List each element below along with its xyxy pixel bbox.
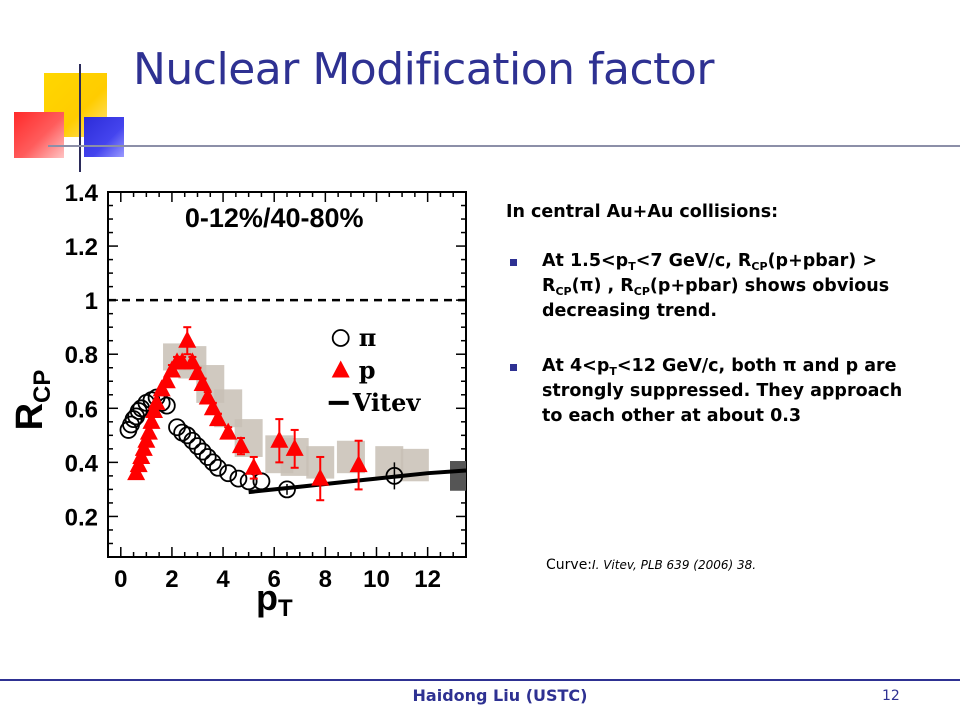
pion-data-point	[188, 437, 207, 456]
bullet2-text-a: At 4<p	[542, 356, 610, 376]
normalization-uncertainty-box	[450, 461, 466, 491]
pion-data-point	[193, 442, 212, 461]
pion-data-point	[385, 466, 404, 485]
curve-reference: Curve:I. Vitev, PLB 639 (2006) 38.	[546, 557, 756, 573]
pion-data-point	[198, 448, 217, 466]
bullet2-sub-a: T	[609, 365, 617, 378]
vitev-curve	[248, 468, 467, 495]
x-tick-label: 12	[414, 566, 441, 593]
curve-label: Curve:	[546, 557, 593, 573]
slide-title: Nuclear Modification factor	[133, 44, 714, 95]
y-tick-label: 1	[85, 288, 98, 315]
text-panel: In central Au+Au collisions: At 1.5<pT<7…	[506, 200, 916, 459]
centrality-annotation: 0-12%/40-80%	[185, 203, 364, 233]
x-tick-label: 2	[165, 566, 178, 593]
x-tick-label: 10	[363, 566, 390, 593]
bullet-item-1: At 1.5<pT<7 GeV/c, RCP(p+pbar) > RCP(π) …	[506, 249, 916, 324]
page-number: 12	[882, 688, 900, 704]
bullet1-text-a: At 1.5<p	[542, 251, 629, 271]
proton-data-point	[147, 392, 166, 410]
proton-data-point	[139, 422, 158, 440]
y-tick-label: 1.4	[65, 180, 99, 207]
proton-data-point	[208, 409, 227, 427]
proton-data-point	[285, 438, 304, 456]
pion-data-point	[278, 480, 296, 499]
legend-proton-label: p	[359, 355, 376, 384]
square-bullet-icon	[510, 364, 517, 371]
y-tick-label: 1.2	[65, 234, 98, 261]
decor-blue-square	[84, 117, 124, 157]
x-tick-label: 0	[114, 566, 127, 593]
footer-rule	[0, 679, 960, 681]
proton-data-point	[193, 373, 212, 391]
y-tick-label: 0.8	[65, 342, 98, 369]
rcp-chart: 0.20.40.60.811.21.40 2 4 6 8 10 12RCPpT0-12%/4…	[9, 180, 467, 620]
proton-data-point	[349, 455, 368, 473]
proton-data-point	[270, 430, 289, 448]
x-tick-label: 4	[216, 566, 230, 593]
curve-citation: I. Vitev, PLB 639 (2006) 38.	[592, 558, 757, 572]
x-tick-label: 8	[319, 566, 332, 593]
x-axis-title: pT	[256, 577, 293, 620]
pion-data-point	[183, 431, 202, 450]
decor-horizontal-line	[48, 145, 960, 147]
plot-frame	[107, 191, 467, 558]
legend-curve-label: Vitev	[352, 388, 422, 417]
bullet1-text-e: (p+pbar) shows obvious decreasing trend.	[542, 276, 890, 321]
proton-data-point	[244, 457, 263, 475]
proton-data-point	[142, 411, 161, 429]
bullet2-text-b: <12 GeV/c, both π and p are strongly sup…	[542, 356, 903, 426]
pion-data-point	[203, 453, 222, 472]
y-axis-title-sub: CP	[29, 370, 56, 403]
proton-data-point	[178, 330, 197, 348]
systematic-error-band	[375, 446, 404, 479]
bullet1-text-d: (π) , R	[571, 276, 634, 296]
y-tick-label: 0.2	[65, 504, 98, 531]
legend-pion-marker	[331, 329, 350, 347]
proton-data-point	[311, 468, 330, 486]
footer-author: Haidong Liu (USTC)	[412, 686, 588, 705]
pion-data-point	[178, 426, 197, 445]
bullet1-text-c: (p+pbar) > R	[542, 251, 877, 296]
y-tick-label: 0.6	[65, 396, 98, 423]
square-bullet-icon	[510, 259, 517, 266]
bullet1-sub-a: T	[628, 260, 636, 273]
x-tick-label: 6	[268, 566, 281, 593]
decor-red-square	[14, 112, 64, 158]
legend-proton-marker	[331, 360, 350, 378]
proton-data-point	[231, 436, 250, 454]
y-axis-title: RCP	[9, 370, 56, 431]
decor-vertical-line	[79, 64, 81, 172]
bullet1-sub-b: CP	[751, 260, 768, 273]
bullet1-sub-c: CP	[555, 285, 572, 298]
legend-pion-label: π	[359, 323, 377, 352]
pion-data-point	[209, 458, 227, 477]
x-axis-title-sub: T	[278, 595, 293, 620]
proton-data-point	[219, 422, 238, 440]
pion-data-point	[219, 464, 238, 483]
pion-data-point	[229, 469, 248, 488]
bullet1-text-b: <7 GeV/c, R	[635, 251, 752, 271]
bullet-item-2: At 4<pT<12 GeV/c, both π and p are stron…	[506, 354, 916, 429]
y-tick-label: 0.4	[65, 450, 99, 477]
intro-text: In central Au+Au collisions:	[506, 202, 779, 222]
bullet1-sub-d: CP	[633, 285, 650, 298]
proton-data-point	[157, 371, 176, 389]
